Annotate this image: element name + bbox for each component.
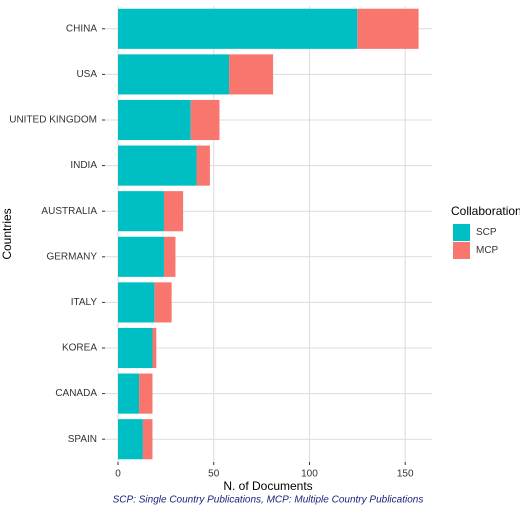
x-tick-label: 50 [208,469,220,480]
bar-segment [163,191,184,232]
y-tick-label: CANADA [55,388,97,399]
x-tick-label: 150 [397,469,414,480]
x-tick-label: 0 [115,469,121,480]
legend-key [453,224,470,241]
bar-segment [118,327,153,369]
bar-segment [196,145,210,186]
legend-title: Collaboration [451,204,520,218]
bar-segment [118,373,140,414]
bar-segment [118,99,191,141]
y-tick-label: CHINA [66,23,97,34]
y-tick-label: ITALY [71,297,98,308]
y-tick-label: INDIA [70,160,97,171]
x-axis-title: N. of Documents [223,479,312,493]
bar-segment [118,282,155,323]
y-tick-label: USA [76,69,97,80]
x-tick-label: 100 [301,469,318,480]
bar-segment [190,99,220,141]
legend-label: SCP [476,227,497,238]
bar-segment [139,373,153,414]
y-tick-label: UNITED KINGDOM [9,115,97,126]
legend-label: MCP [476,245,499,256]
bar-segment [118,419,143,460]
y-tick-label: AUSTRALIA [41,206,97,217]
bar-segment [142,419,153,460]
y-tick-label: SPAIN [68,434,97,445]
bar-segment [118,54,230,95]
bar-segment [357,8,419,49]
caption: SCP: Single Country Publications, MCP: M… [113,495,424,506]
bar-segment [154,282,172,323]
bar-segment [163,236,176,277]
bar-segment [118,236,164,277]
bar-segment [118,145,197,186]
bar-segment [118,191,164,232]
y-tick-label: GERMANY [46,251,97,262]
bar-segment [229,54,274,95]
y-tick-label: KOREA [62,343,97,354]
bar-segment [118,8,358,49]
bar-segment [152,327,157,369]
legend-key [453,242,470,259]
y-axis-title: Countries [0,208,14,259]
